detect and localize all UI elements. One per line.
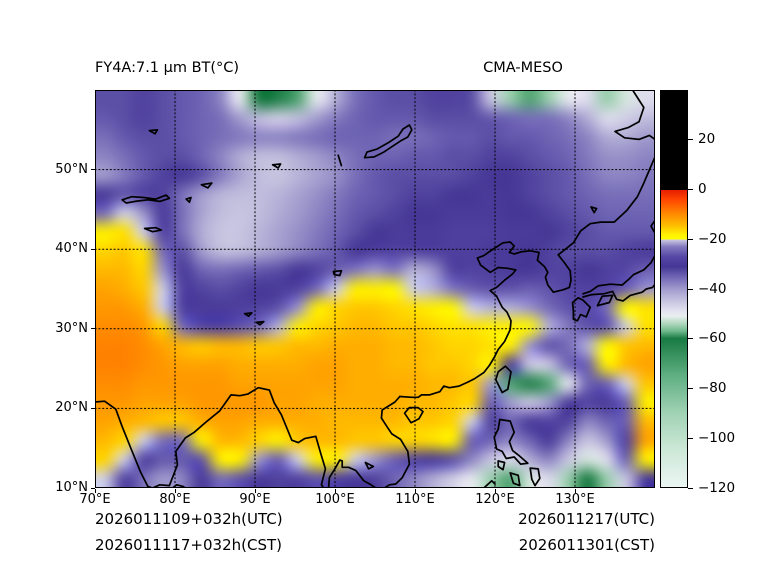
- coastline-honshu-pacific: [582, 283, 655, 302]
- coastline-lake-uvs: [271, 163, 282, 169]
- colorbar-tick-mark: [688, 338, 693, 340]
- coastline-tonle-sap: [364, 461, 375, 470]
- colorbar-tick-mark: [688, 139, 693, 141]
- coastline-honshu-japansea: [582, 254, 655, 295]
- plot-title: FY4A:7.1 μm BT(°C): [95, 60, 240, 76]
- colorbar-tick-mark: [688, 388, 693, 389]
- lon-tick-label: 100°E: [315, 492, 355, 507]
- coastline-lake-balkhash: [121, 194, 171, 204]
- lon-tick-label: 110°E: [395, 492, 435, 507]
- coastline-lake-khovsgol: [337, 154, 343, 167]
- colorbar-tick-label: 20: [698, 131, 716, 148]
- lat-tick-mark: [90, 169, 95, 171]
- lon-tick-label: 70°E: [79, 492, 111, 507]
- colorbar-tick-label: −40: [698, 280, 727, 297]
- lon-tick-label: 80°E: [159, 492, 191, 507]
- coastline-lake-khanka: [590, 206, 598, 214]
- init-time-cst: 2026011117+032h(CST): [95, 536, 283, 554]
- coastline-lake-zaysan: [200, 182, 213, 189]
- coastline-panay-negros: [509, 472, 521, 487]
- coastline-hainan: [403, 406, 424, 424]
- coastline-india-east-bengal-burma-coast: [151, 386, 327, 488]
- valid-time-utc: 2026011217(UTC): [518, 510, 655, 528]
- coastline-luzon: [493, 418, 529, 465]
- valid-time-cst: 2026011301(CST): [518, 536, 655, 554]
- coastline-lake-siling: [243, 312, 253, 317]
- colorbar-tick-label: −60: [698, 330, 727, 347]
- model-name-title: CMA-MESO: [483, 60, 563, 76]
- colorbar-tick-label: −100: [698, 429, 736, 446]
- colorbar-tick-label: −120: [698, 479, 736, 496]
- lat-tick-mark: [90, 407, 95, 409]
- coastline-qinghai-lake: [332, 269, 343, 277]
- colorbar-tick-mark: [688, 487, 693, 489]
- coastline-kyushu: [571, 296, 592, 322]
- colorbar-tick-label: −80: [698, 380, 727, 396]
- map-overlay: [95, 90, 655, 488]
- coastline-india-west-coast: [95, 400, 154, 488]
- lon-tick-label: 120°E: [475, 492, 515, 507]
- colorbar: [660, 90, 688, 488]
- lon-tick-mark: [174, 488, 176, 493]
- colorbar-tick-label: −20: [698, 230, 727, 247]
- lon-tick-mark: [574, 488, 576, 493]
- coastline-samar: [529, 467, 541, 487]
- lat-tick-label: 50°N: [55, 161, 88, 177]
- lon-tick-mark: [94, 488, 96, 493]
- coastline-shikoku: [596, 294, 614, 307]
- colorbar-tick-mark: [688, 238, 693, 240]
- coastline-indochina-coast: [327, 395, 411, 488]
- lon-tick-mark: [254, 488, 256, 493]
- lon-tick-label: 130°E: [555, 492, 595, 507]
- lat-tick-label: 10°N: [55, 480, 88, 495]
- colorbar-tick-mark: [688, 437, 693, 439]
- lat-tick-mark: [90, 248, 95, 250]
- lat-tick-mark: [90, 328, 95, 330]
- lat-tick-label: 30°N: [55, 320, 88, 336]
- init-time-utc: 2026011109+032h(UTC): [95, 510, 283, 528]
- lon-tick-mark: [334, 488, 336, 493]
- coastline-taiwan: [494, 365, 512, 394]
- coastline-lake-chany: [148, 128, 159, 135]
- coastline-mindoro: [497, 460, 506, 471]
- coastline-lake-alakol: [185, 196, 192, 204]
- lon-tick-mark: [414, 488, 416, 493]
- coastline-palawan-tip: [482, 479, 496, 488]
- lon-tick-label: 90°E: [239, 492, 271, 507]
- lon-tick-mark: [494, 488, 496, 493]
- coastline-okhotsk-coast: [614, 90, 655, 141]
- lat-tick-label: 20°N: [55, 400, 88, 416]
- map-panel: [95, 90, 655, 488]
- coastline-lake-baikal: [363, 124, 413, 159]
- coastline-china-korea-primorye-coast: [398, 156, 655, 399]
- colorbar-tick-mark: [688, 189, 693, 190]
- lat-tick-label: 40°N: [55, 241, 88, 257]
- coastline-lake-issykkul: [143, 226, 163, 233]
- coastline-hokkaido-edge: [650, 219, 655, 235]
- colorbar-tick-mark: [688, 288, 693, 290]
- lat-tick-mark: [90, 487, 95, 489]
- coastline-lake-namtso: [255, 320, 265, 326]
- colorbar-tick-label: 0: [698, 181, 707, 197]
